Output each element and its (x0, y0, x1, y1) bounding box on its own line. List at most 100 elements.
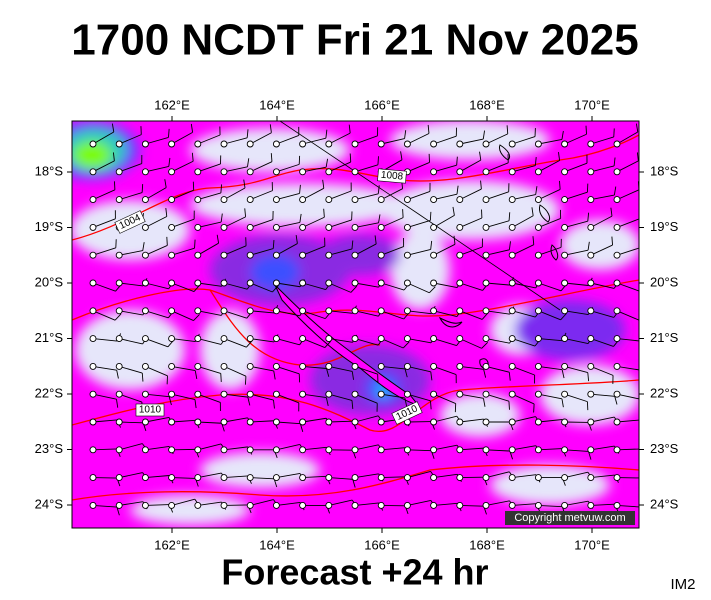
wind-barb (377, 279, 410, 291)
wind-barb (613, 279, 639, 292)
barb-feather (561, 369, 565, 379)
barb-station (115, 390, 123, 398)
barb-station (587, 362, 595, 370)
barb-shaft (171, 282, 195, 293)
barb-feather (610, 207, 613, 217)
barb-station (351, 362, 359, 370)
barb-shaft (407, 393, 431, 402)
wind-barb (141, 128, 170, 148)
barb-shaft (616, 393, 639, 400)
barb-station (89, 418, 97, 426)
barb-feather (247, 158, 250, 167)
barb-shaft (459, 365, 484, 370)
barb-shaft (223, 310, 247, 319)
barb-station (141, 168, 149, 176)
wind-barb (482, 362, 511, 381)
wind-barb (246, 182, 273, 204)
copyright: Copyright metvuw.com (514, 512, 625, 524)
wind-barb (299, 208, 325, 231)
wind-barb (561, 125, 587, 148)
barb-shaft (590, 165, 615, 173)
barb-shaft (223, 245, 247, 256)
wind-barb (561, 241, 590, 259)
wind-barb (403, 279, 436, 294)
barb-station (141, 140, 149, 148)
barb-feather (350, 285, 358, 293)
barb-station (115, 196, 123, 204)
barb-station (89, 168, 97, 176)
wind-barb (508, 236, 535, 259)
isobar-label-text: 1008 (380, 170, 404, 183)
barb-station (508, 168, 516, 176)
wind-barb (640, 473, 671, 481)
barb-station (141, 390, 149, 398)
barb-station (168, 446, 176, 454)
barb-station (299, 501, 307, 509)
barb-shaft (328, 161, 351, 173)
wind-barb (403, 211, 432, 231)
barb-feather (194, 239, 196, 249)
barb-shaft (276, 310, 300, 317)
barb-feather (164, 179, 167, 188)
barb-feather (272, 285, 279, 293)
barb-shaft (197, 282, 222, 287)
barb-station (613, 223, 621, 231)
wind-barb (141, 362, 168, 385)
barb-station (220, 307, 228, 315)
barb-station (246, 196, 254, 204)
barb-shaft (145, 216, 167, 228)
barb-station (456, 223, 464, 231)
barb-shaft (512, 194, 536, 201)
wind-barb (456, 335, 489, 349)
barb-shaft (328, 365, 353, 372)
lat-label: 18°S (35, 163, 64, 178)
barb-station (482, 390, 490, 398)
barb-station (377, 307, 385, 315)
wind-barb (194, 155, 222, 176)
barb-station (377, 251, 385, 259)
barb-feather (587, 241, 590, 251)
barb-station (508, 474, 516, 482)
barb-shaft (171, 310, 194, 321)
wind-barb (89, 446, 121, 458)
wind-barb (561, 390, 589, 411)
wind-barb (141, 501, 174, 513)
barb-feather (324, 340, 331, 348)
barb-shaft (538, 504, 563, 508)
barb-shaft (433, 215, 455, 228)
barb-station (456, 418, 464, 426)
barb-shaft (250, 477, 275, 480)
lon-label: 168°E (469, 537, 505, 552)
wind-barb (613, 210, 639, 231)
lat-label: 24°S (35, 496, 64, 511)
wind-barb (325, 474, 356, 488)
barb-shaft (564, 393, 588, 403)
barb-shaft (328, 190, 352, 201)
barb-shaft (92, 338, 117, 342)
barb-station (403, 251, 411, 259)
wind-barb (456, 130, 485, 148)
wind-barb (587, 207, 613, 231)
barb-shaft (119, 134, 142, 145)
barb-station (456, 446, 464, 454)
barb-station (482, 307, 490, 315)
isobar-label-box (135, 403, 165, 417)
barb-station (325, 335, 333, 343)
barb-feather (323, 208, 325, 218)
barb-shaft (590, 365, 614, 376)
barb-feather (453, 235, 456, 245)
barb-shaft (616, 448, 639, 451)
lon-label: 170°E (574, 537, 610, 552)
barb-station (168, 418, 176, 426)
wind-barb (377, 307, 410, 320)
wind-barb (351, 185, 380, 204)
barb-feather (113, 181, 116, 190)
barb-station (613, 196, 621, 204)
barb-station (89, 140, 97, 148)
barb-shaft (433, 473, 458, 479)
barb-feather (247, 397, 251, 406)
barb-station (561, 362, 569, 370)
barb-feather (532, 236, 535, 245)
barb-feather (168, 396, 172, 406)
barb-shaft (302, 417, 327, 423)
